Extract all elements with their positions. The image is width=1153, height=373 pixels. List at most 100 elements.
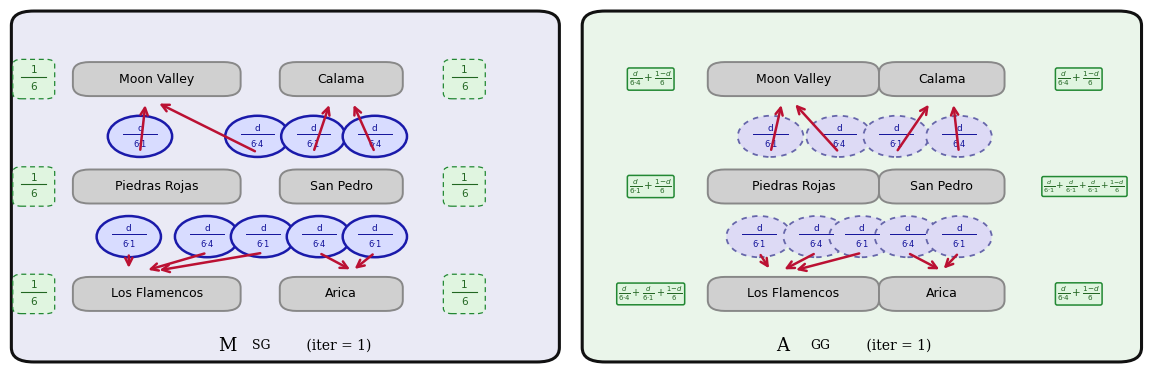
FancyBboxPatch shape <box>280 277 402 311</box>
Text: 6·1: 6·1 <box>952 240 965 249</box>
Text: (iter = 1): (iter = 1) <box>302 339 371 353</box>
Text: $\frac{d}{6{\cdot}4}+\frac{1{-}d}{6}$: $\frac{d}{6{\cdot}4}+\frac{1{-}d}{6}$ <box>1057 70 1100 88</box>
Text: $\frac{d}{6{\cdot}4}+\frac{1{-}d}{6}$: $\frac{d}{6{\cdot}4}+\frac{1{-}d}{6}$ <box>630 70 672 88</box>
Text: d: d <box>255 124 261 133</box>
Text: 6·4: 6·4 <box>368 140 382 149</box>
Text: Arica: Arica <box>926 288 958 300</box>
FancyBboxPatch shape <box>582 11 1141 362</box>
Ellipse shape <box>829 216 895 257</box>
Text: San Pedro: San Pedro <box>310 180 372 193</box>
Text: d: d <box>372 224 378 233</box>
Text: d: d <box>310 124 316 133</box>
Text: d: d <box>316 224 322 233</box>
Text: 1: 1 <box>30 280 37 290</box>
Text: d: d <box>813 224 819 233</box>
FancyBboxPatch shape <box>444 59 485 99</box>
Text: 6·1: 6·1 <box>889 140 903 149</box>
Text: 6·4: 6·4 <box>809 240 823 249</box>
Text: $\frac{d}{6{\cdot}4}+\frac{1{-}d}{6}$: $\frac{d}{6{\cdot}4}+\frac{1{-}d}{6}$ <box>1057 285 1100 303</box>
FancyBboxPatch shape <box>879 277 1004 311</box>
Text: 1: 1 <box>461 280 468 290</box>
FancyBboxPatch shape <box>708 62 879 96</box>
Text: d: d <box>261 224 266 233</box>
Ellipse shape <box>342 216 407 257</box>
Ellipse shape <box>108 116 172 157</box>
Text: 1: 1 <box>30 65 37 75</box>
Text: d: d <box>768 124 774 133</box>
Text: 6·1: 6·1 <box>134 140 146 149</box>
Text: d: d <box>956 224 962 233</box>
Text: 6·1: 6·1 <box>256 240 270 249</box>
Text: d: d <box>894 124 899 133</box>
Text: d: d <box>204 224 210 233</box>
Text: 6·1: 6·1 <box>122 240 135 249</box>
Ellipse shape <box>926 216 992 257</box>
Text: 1: 1 <box>461 65 468 75</box>
Text: 6·1: 6·1 <box>307 140 319 149</box>
FancyBboxPatch shape <box>879 169 1004 204</box>
Ellipse shape <box>175 216 239 257</box>
Text: Calama: Calama <box>918 73 965 85</box>
Text: d: d <box>956 124 962 133</box>
Text: 6: 6 <box>30 82 37 92</box>
Ellipse shape <box>783 216 849 257</box>
Text: (iter = 1): (iter = 1) <box>861 339 932 353</box>
Ellipse shape <box>875 216 941 257</box>
Ellipse shape <box>864 116 929 157</box>
FancyBboxPatch shape <box>13 274 54 314</box>
Ellipse shape <box>225 116 289 157</box>
Ellipse shape <box>738 116 804 157</box>
Ellipse shape <box>726 216 792 257</box>
Ellipse shape <box>281 116 346 157</box>
Text: Los Flamencos: Los Flamencos <box>747 288 839 300</box>
Text: 6·4: 6·4 <box>201 240 213 249</box>
Text: d: d <box>905 224 911 233</box>
Text: 6·1: 6·1 <box>856 240 868 249</box>
Text: $\frac{d}{6{\cdot}1}+\frac{d}{6{\cdot}1}+\frac{d}{6{\cdot}1}+\frac{1{-}d}{6}$: $\frac{d}{6{\cdot}1}+\frac{d}{6{\cdot}1}… <box>1043 178 1125 195</box>
Text: 6: 6 <box>461 297 468 307</box>
Text: GG: GG <box>811 339 830 352</box>
Text: 6·4: 6·4 <box>832 140 845 149</box>
FancyBboxPatch shape <box>73 62 241 96</box>
Text: 6: 6 <box>30 297 37 307</box>
FancyBboxPatch shape <box>708 169 879 204</box>
FancyBboxPatch shape <box>73 169 241 204</box>
Text: 6: 6 <box>461 189 468 200</box>
FancyBboxPatch shape <box>13 167 54 206</box>
Text: Los Flamencos: Los Flamencos <box>111 288 203 300</box>
Ellipse shape <box>342 116 407 157</box>
Text: d: d <box>756 224 762 233</box>
Text: 6·1: 6·1 <box>764 140 777 149</box>
Text: SG: SG <box>251 339 270 352</box>
Text: A: A <box>776 337 790 355</box>
Text: d: d <box>126 224 131 233</box>
FancyBboxPatch shape <box>444 274 485 314</box>
FancyBboxPatch shape <box>73 277 241 311</box>
Text: Piedras Rojas: Piedras Rojas <box>752 180 835 193</box>
FancyBboxPatch shape <box>280 169 402 204</box>
Text: d: d <box>137 124 143 133</box>
FancyBboxPatch shape <box>444 167 485 206</box>
Text: San Pedro: San Pedro <box>911 180 973 193</box>
Text: M: M <box>218 337 236 355</box>
Text: 6·4: 6·4 <box>900 240 914 249</box>
FancyBboxPatch shape <box>708 277 879 311</box>
Ellipse shape <box>97 216 161 257</box>
Text: d: d <box>859 224 865 233</box>
Text: 6·1: 6·1 <box>368 240 382 249</box>
Text: $\frac{d}{6{\cdot}1}+\frac{1{-}d}{6}$: $\frac{d}{6{\cdot}1}+\frac{1{-}d}{6}$ <box>630 177 672 196</box>
Text: 6·4: 6·4 <box>251 140 264 149</box>
Text: 6·4: 6·4 <box>952 140 965 149</box>
Text: d: d <box>836 124 842 133</box>
Text: Arica: Arica <box>325 288 357 300</box>
Text: Calama: Calama <box>317 73 366 85</box>
Text: 1: 1 <box>30 173 37 182</box>
FancyBboxPatch shape <box>879 62 1004 96</box>
Text: d: d <box>372 124 378 133</box>
Text: $\frac{d}{6{\cdot}4}+\frac{d}{6{\cdot}1}+\frac{1{-}d}{6}$: $\frac{d}{6{\cdot}4}+\frac{d}{6{\cdot}1}… <box>618 285 683 303</box>
Text: Moon Valley: Moon Valley <box>755 73 831 85</box>
Text: 6: 6 <box>30 189 37 200</box>
Ellipse shape <box>926 116 992 157</box>
Text: 6: 6 <box>461 82 468 92</box>
FancyBboxPatch shape <box>13 59 54 99</box>
